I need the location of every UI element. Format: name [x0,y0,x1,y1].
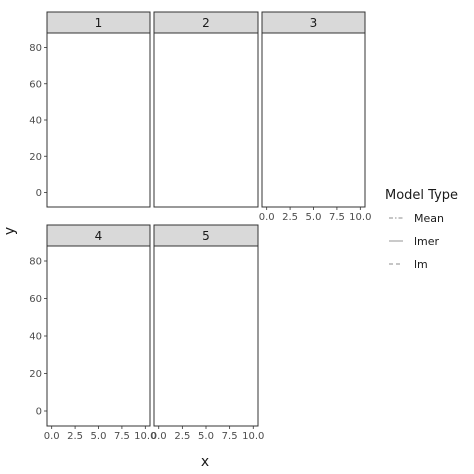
legend: Model Type Mean lmer lm [385,188,458,273]
panel-border [46,245,151,427]
x-tick-label: 5.0 [91,431,107,442]
facet-panel-5: 5 0.0 2.5 5.0 7.5 10.0 [151,224,264,442]
y-tick-label: 20 [29,369,42,380]
panel-border [153,245,259,427]
facet-strip-label: 5 [202,229,210,243]
x-tick-label: 10.0 [134,431,156,442]
x-tick-label: 5.0 [198,431,214,442]
panel-border [46,32,151,208]
y-tick-label: 80 [29,257,42,268]
x-axis-label: x [201,454,209,470]
x-tick-label: 10.0 [242,431,264,442]
x-tick-label: 7.5 [329,212,345,223]
x-tick-label: 0.0 [44,431,60,442]
facet-strip-label: 3 [310,16,318,30]
y-tick-label: 60 [29,294,42,305]
legend-key-lmer: lmer [387,232,440,250]
panel-border [261,32,366,208]
x-tick-label: 0.0 [151,431,167,442]
x-tick-label: 2.5 [67,431,83,442]
y-tick-label: 60 [29,79,42,90]
legend-key-lm: lm [387,255,428,273]
legend-entry-label: lmer [414,235,440,248]
legend-title: Model Type [385,188,458,203]
facet-strip-label: 4 [95,229,103,243]
x-tick-label: 2.5 [282,212,298,223]
x-tick-label: 10.0 [349,212,371,223]
y-tick-label: 0 [36,407,42,418]
y-tick-label: 80 [29,43,42,54]
legend-entry-label: Mean [414,212,444,225]
x-tick-label: 7.5 [114,431,130,442]
x-tick-label: 2.5 [174,431,190,442]
y-tick-label: 0 [36,188,42,199]
facet-panel-3: 3 0.0 2.5 5.0 7.5 10.0 [259,11,371,223]
legend-entry-label: lm [414,258,428,271]
facet-strip-label: 2 [202,16,210,30]
x-tick-label: 5.0 [306,212,322,223]
y-tick-label: 20 [29,152,42,163]
facet-panel-2: 2 [153,11,259,208]
x-tick-label: 0.0 [259,212,275,223]
y-tick-label: 40 [29,116,42,127]
x-tick-label: 7.5 [222,431,238,442]
facet-panel-1: 1 0 20 40 60 80 [29,11,151,208]
panel-border [153,32,259,208]
facet-strip-label: 1 [95,16,103,30]
y-tick-label: 40 [29,332,42,343]
y-axis-label: y [2,227,18,235]
legend-key-mean: Mean [387,209,444,227]
